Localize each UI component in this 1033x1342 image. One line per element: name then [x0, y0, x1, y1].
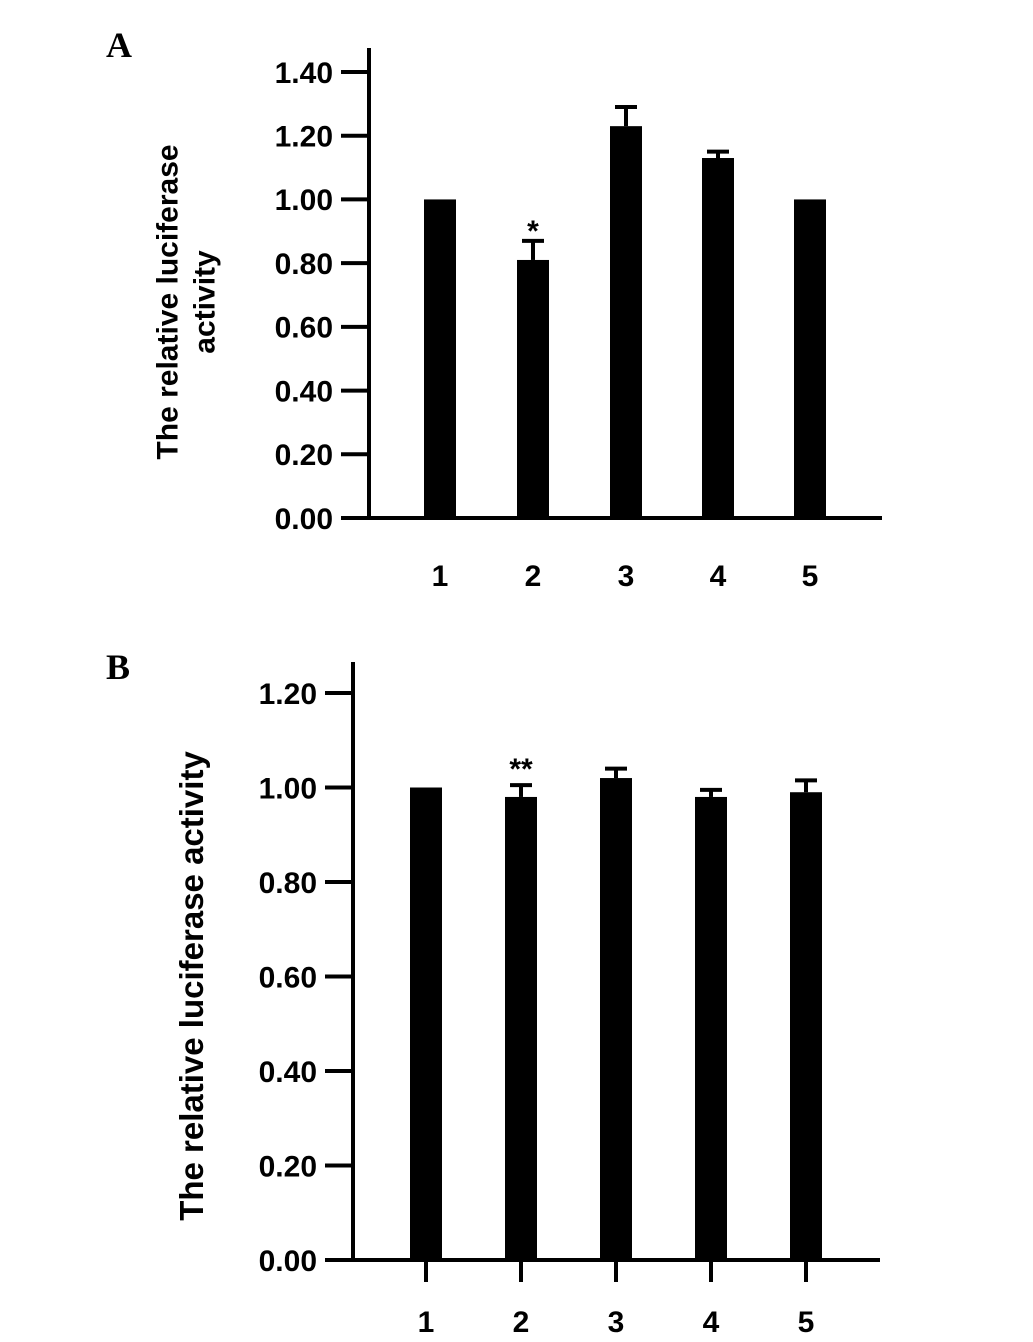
y-tick-label: 0.60 — [259, 961, 317, 994]
x-tick-label: 3 — [618, 560, 635, 593]
panel-a: A 0.00 0.20 0.40 0.60 0.80 1.00 1.20 1.40 1 * 2 3 4 5… — [0, 0, 1033, 620]
bar — [610, 126, 642, 519]
x-tick-label: 4 — [703, 1306, 720, 1339]
bar — [424, 199, 456, 518]
panel-b: B 0.00 0.20 0.40 0.60 0.80 1.00 1.20 1 ** 2 3 4 5 The… — [0, 620, 1033, 1342]
y-tick-label: 1.00 — [275, 184, 333, 217]
y-tick-label: 0.20 — [275, 439, 333, 472]
bar — [505, 796, 537, 1260]
y-tick-label: 1.00 — [259, 772, 317, 805]
y-axis-title: The relative luciferase activity — [152, 144, 222, 459]
significance-marker: ** — [509, 753, 533, 786]
x-tick-label: 2 — [525, 560, 542, 593]
y-tick-label: 0.40 — [259, 1056, 317, 1089]
bar — [600, 778, 632, 1260]
chart-a: 0.00 0.20 0.40 0.60 0.80 1.00 1.20 1.40 1 * 2 3 4 5 Th… — [152, 48, 882, 593]
x-tick-label: 4 — [710, 560, 727, 593]
x-tick-label: 1 — [432, 560, 449, 593]
bar — [790, 792, 822, 1260]
y-tick-label: 0.80 — [259, 867, 317, 900]
y-tick-label: 0.00 — [259, 1245, 317, 1278]
y-tick-label: 1.40 — [275, 57, 333, 90]
y-tick-label: 0.40 — [275, 375, 333, 408]
x-tick-label: 3 — [608, 1306, 625, 1339]
bar — [695, 796, 727, 1260]
bar — [517, 259, 549, 518]
y-tick-label: 1.20 — [275, 121, 333, 154]
significance-marker: * — [527, 215, 539, 248]
panel-label-b: B — [106, 647, 131, 687]
chart-b: 0.00 0.20 0.40 0.60 0.80 1.00 1.20 1 ** 2 3 4 5 The r… — [173, 662, 880, 1339]
x-tick-label: 2 — [513, 1306, 530, 1339]
x-tick-label: 5 — [798, 1306, 815, 1339]
y-tick-label: 0.80 — [275, 248, 333, 281]
y-tick-label: 0.20 — [259, 1150, 317, 1183]
x-tick-label: 5 — [802, 560, 819, 593]
x-tick-label: 1 — [418, 1306, 435, 1339]
y-axis-title: The relative luciferase activity — [173, 751, 210, 1221]
y-tick-label: 1.20 — [259, 678, 317, 711]
y-tick-label: 0.00 — [275, 503, 333, 536]
bar — [794, 199, 826, 518]
panel-label-a: A — [106, 25, 132, 65]
y-tick-label: 0.60 — [275, 312, 333, 345]
bar — [702, 158, 734, 518]
bar — [410, 787, 442, 1260]
